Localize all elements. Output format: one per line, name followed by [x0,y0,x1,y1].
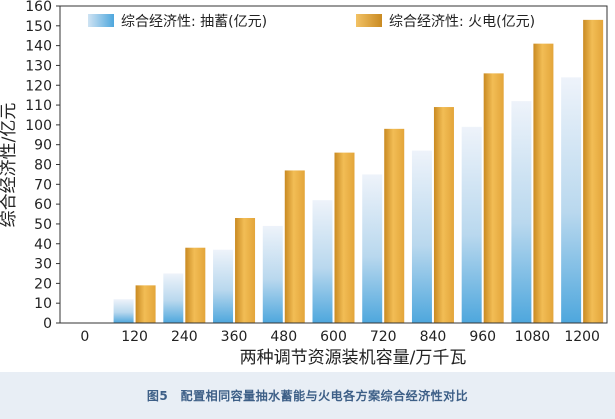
legend-swatch-thermal [356,14,382,27]
y-tick-label: 20 [34,276,52,292]
bar-pumped-storage-480 [262,225,283,323]
x-tick-label: 1080 [515,329,551,345]
y-tick-label: 70 [34,177,52,193]
bar-pumped-storage-960 [461,126,482,323]
x-tick-label: 600 [320,329,347,345]
y-tick-label: 60 [34,197,52,213]
legend: 综合经济性: 抽蓄(亿元) 综合经济性: 火电(亿元) [88,14,535,30]
x-axis-ticks: 0 120 240 360 480 600 720 840 960 1080 1200 [80,329,600,345]
y-tick-label: 160 [25,0,52,15]
bar-thermal-600 [334,152,355,323]
y-tick-label: 120 [25,78,52,94]
bar-chart: 0 10 20 30 40 50 60 70 80 90 100 110 120 130 140 150 160… [0,0,608,368]
bars [113,19,604,324]
bar-pumped-storage-600 [312,200,333,323]
y-axis-title: 综合经济性/亿元 [0,103,19,228]
y-tick-label: 50 [34,217,52,233]
bar-pumped-storage-120 [113,299,134,323]
bar-thermal-960 [483,73,504,323]
legend-swatch-pumped-storage [88,14,114,27]
bar-thermal-480 [284,170,305,323]
bar-pumped-storage-840 [411,150,432,323]
x-tick-label: 1200 [564,329,600,345]
x-tick-label: 360 [221,329,248,345]
y-tick-label: 10 [34,296,52,312]
bar-thermal-720 [384,128,405,323]
bar-pumped-storage-360 [213,249,234,323]
bar-thermal-840 [433,107,454,323]
bar-pumped-storage-1200 [561,77,582,323]
y-tick-label: 140 [25,39,52,55]
bar-thermal-240 [185,247,206,323]
legend-label-pumped-storage: 综合经济性: 抽蓄(亿元) [121,14,267,30]
x-tick-label: 720 [370,329,397,345]
y-tick-label: 150 [25,19,52,35]
x-tick-label: 240 [171,329,198,345]
y-tick-label: 30 [34,257,52,273]
y-tick-label: 130 [25,58,52,74]
x-tick-label: 840 [420,329,447,345]
x-axis-title: 两种调节资源装机容量/万千瓦 [240,348,467,368]
y-tick-label: 40 [34,237,52,253]
plot-frame [59,5,608,324]
bar-thermal-120 [135,285,156,323]
bar-thermal-1080 [533,43,554,324]
legend-label-thermal: 综合经济性: 火电(亿元) [389,14,535,30]
x-tick-label: 120 [121,329,148,345]
y-tick-label: 110 [25,98,52,114]
y-axis-ticks: 0 10 20 30 40 50 60 70 80 90 100 110 120 130 140 150 160 [25,0,60,332]
caption-bar: 图5 配置相同容量抽水蓄能与火电各方案综合经济性对比 [0,372,615,419]
y-tick-label: 90 [34,138,52,154]
x-tick-label: 0 [80,329,89,345]
y-tick-label: 100 [25,118,52,134]
bar-thermal-1200 [583,19,604,324]
bar-thermal-360 [235,217,256,323]
x-tick-label: 960 [469,329,496,345]
figure-caption: 图5 配置相同容量抽水蓄能与火电各方案综合经济性对比 [146,389,469,403]
x-tick-label: 480 [270,329,297,345]
y-tick-label: 80 [34,158,52,174]
bar-pumped-storage-1080 [511,101,532,323]
bar-pumped-storage-240 [163,273,184,323]
y-tick-label: 0 [43,316,52,332]
bar-pumped-storage-720 [362,174,383,323]
